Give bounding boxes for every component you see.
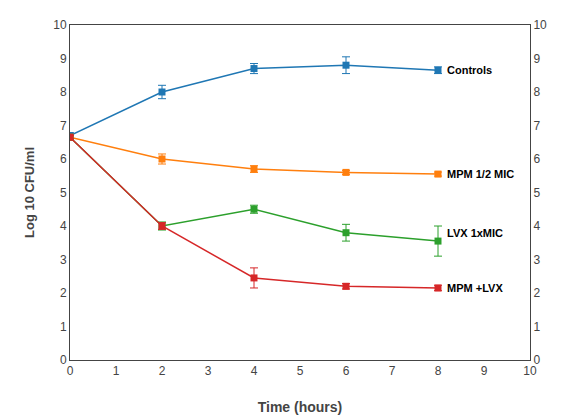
svg-text:3: 3: [60, 253, 67, 267]
svg-text:5: 5: [297, 364, 304, 378]
svg-text:Time (hours): Time (hours): [258, 399, 343, 415]
svg-text:4: 4: [60, 219, 67, 233]
svg-text:2: 2: [60, 286, 67, 300]
svg-text:2: 2: [159, 364, 166, 378]
svg-text:6: 6: [343, 364, 350, 378]
svg-text:7: 7: [60, 119, 67, 133]
svg-text:6: 6: [533, 152, 540, 166]
svg-text:7: 7: [389, 364, 396, 378]
svg-text:1: 1: [113, 364, 120, 378]
svg-text:6: 6: [60, 152, 67, 166]
svg-text:1: 1: [533, 320, 540, 334]
svg-text:4: 4: [533, 219, 540, 233]
svg-text:3: 3: [533, 253, 540, 267]
svg-text:Log 10 CFU/ml: Log 10 CFU/ml: [22, 147, 37, 238]
svg-text:MPM +LVX: MPM +LVX: [447, 282, 503, 294]
svg-text:8: 8: [435, 364, 442, 378]
svg-text:7: 7: [533, 119, 540, 133]
svg-text:9: 9: [60, 52, 67, 66]
svg-text:8: 8: [533, 85, 540, 99]
svg-text:10: 10: [533, 18, 547, 32]
svg-text:3: 3: [205, 364, 212, 378]
svg-text:4: 4: [251, 364, 258, 378]
svg-text:10: 10: [53, 18, 67, 32]
svg-text:1: 1: [60, 320, 67, 334]
svg-text:LVX 1xMIC: LVX 1xMIC: [447, 227, 503, 239]
svg-text:0: 0: [60, 353, 67, 367]
svg-text:5: 5: [60, 186, 67, 200]
svg-text:8: 8: [60, 85, 67, 99]
svg-text:MPM 1/2 MIC: MPM 1/2 MIC: [447, 168, 514, 180]
svg-text:0: 0: [533, 353, 540, 367]
svg-text:0: 0: [67, 364, 74, 378]
svg-text:5: 5: [533, 186, 540, 200]
svg-text:2: 2: [533, 286, 540, 300]
svg-text:10: 10: [523, 364, 537, 378]
svg-text:9: 9: [533, 52, 540, 66]
svg-text:Controls: Controls: [447, 64, 492, 76]
svg-text:9: 9: [481, 364, 488, 378]
